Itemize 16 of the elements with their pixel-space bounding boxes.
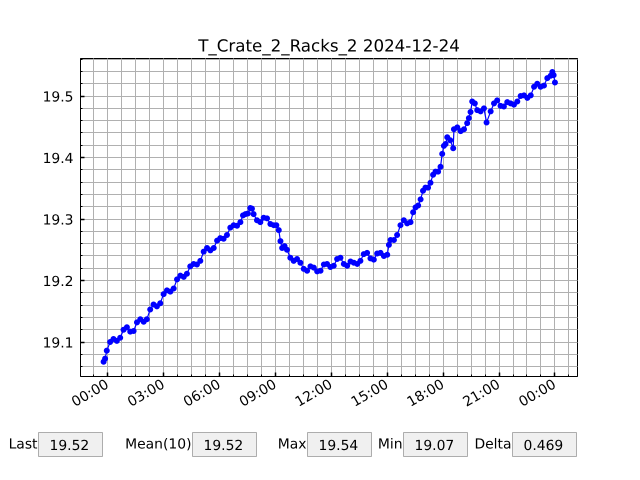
chart-title: T_Crate_2_Racks_2 2024-12-24 xyxy=(197,36,460,56)
text: 19.54 xyxy=(318,438,358,454)
y-tick-label: 19.3 xyxy=(42,212,74,229)
text: Last xyxy=(8,436,38,452)
text: 0.469 xyxy=(524,438,564,454)
text: 19.52 xyxy=(204,438,244,454)
text: Delta xyxy=(474,436,512,452)
text: Max xyxy=(278,436,306,452)
y-tick-label: 19.2 xyxy=(42,274,74,290)
text: Min xyxy=(378,436,403,452)
text: 19.07 xyxy=(414,438,454,454)
y-tick-label: 19.5 xyxy=(42,90,74,106)
y-tick-label: 19.1 xyxy=(42,336,74,352)
text: 19.52 xyxy=(50,438,90,454)
y-tick-label: 19.4 xyxy=(42,151,74,168)
text: Mean(10) xyxy=(125,436,192,452)
